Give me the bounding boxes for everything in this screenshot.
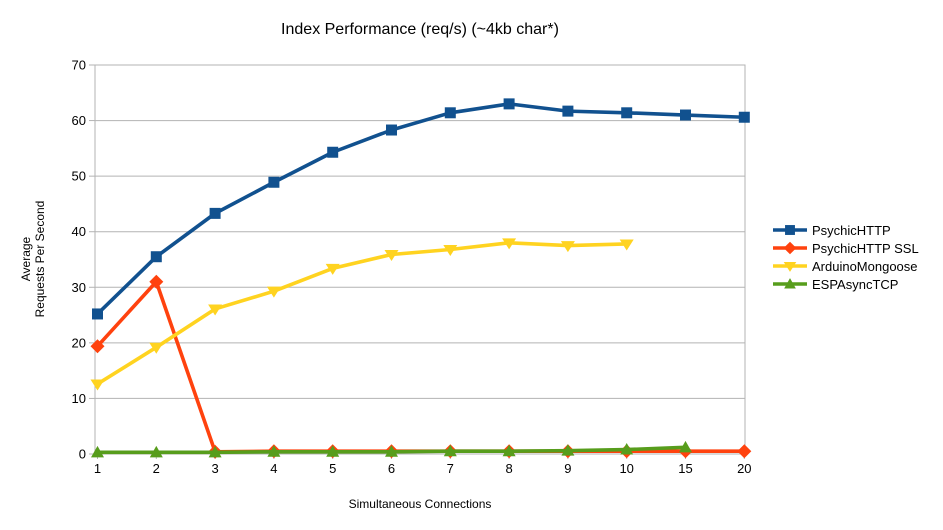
- series-marker-square: [738, 111, 750, 123]
- x-tick-label: 5: [329, 461, 336, 476]
- legend-item: PsychicHTTP SSL: [773, 240, 919, 256]
- series-marker-triangle-up: [679, 440, 692, 453]
- series-marker-triangle-up: [443, 444, 457, 457]
- y-tick-label: 70: [72, 58, 86, 73]
- y-tick-label: 60: [72, 113, 86, 128]
- x-axis-title: Simultaneous Connections: [348, 497, 492, 511]
- legend-item: ESPAsyncTCP: [773, 276, 919, 292]
- legend-swatch-diamond-icon: [773, 241, 807, 255]
- series-marker-diamond: [90, 339, 105, 354]
- series-marker-square: [562, 105, 574, 117]
- x-tick-label: 15: [678, 461, 692, 476]
- series-marker-square: [621, 107, 633, 119]
- series-marker-triangle-down: [90, 379, 105, 391]
- y-tick-label: 0: [79, 447, 86, 462]
- y-axis-title-line1: Average: [19, 236, 33, 282]
- x-tick-label: 2: [153, 461, 160, 476]
- series-marker-square: [386, 124, 397, 136]
- series-marker-triangle-down: [560, 241, 575, 253]
- y-tick-label: 10: [72, 391, 86, 406]
- legend-swatch-triangle-up-icon: [773, 278, 807, 289]
- legend-swatch-square-icon: [773, 225, 807, 235]
- series-marker-triangle-up: [326, 445, 340, 457]
- series-marker-triangle-up: [149, 445, 163, 458]
- series-marker-triangle-down: [619, 239, 634, 251]
- plot-border: [94, 64, 746, 455]
- series-marker-triangle-up: [561, 444, 575, 456]
- legend-swatch-triangle-down-icon: [773, 261, 807, 272]
- series-marker-diamond: [149, 274, 164, 289]
- series-marker-diamond: [737, 444, 752, 459]
- series-marker-square: [503, 98, 515, 110]
- series-marker-triangle-up: [208, 445, 222, 458]
- series-marker-square: [268, 176, 280, 188]
- series-line-ArduinoMongoose: [95, 241, 629, 386]
- series-marker-triangle-down: [208, 304, 223, 316]
- x-tick-label: 3: [211, 461, 218, 476]
- y-tick-label: 50: [72, 169, 86, 184]
- x-tick-label: 10: [619, 461, 633, 476]
- x-tick-label: 7: [447, 461, 454, 476]
- y-tick-label: 20: [72, 335, 86, 350]
- x-tick-label: 1: [94, 461, 101, 476]
- x-tick-label: 6: [388, 461, 395, 476]
- series-marker-triangle-down: [443, 244, 458, 256]
- y-tick-label: 40: [72, 224, 86, 239]
- legend-item: PsychicHTTP: [773, 222, 919, 238]
- series-marker-triangle-up: [91, 445, 104, 458]
- series-marker-triangle-up: [385, 445, 398, 457]
- series-line-PsychicHTTP SSL: [95, 279, 747, 454]
- series-marker-triangle-down: [266, 286, 281, 298]
- series-marker-square: [92, 308, 103, 320]
- x-tick-label: 8: [505, 461, 512, 476]
- series-marker-triangle-up: [267, 445, 281, 457]
- legend-label: ArduinoMongoose: [812, 258, 918, 274]
- y-axis-title-line2: Requests Per Second: [33, 200, 47, 318]
- legend-label: PsychicHTTP: [812, 222, 891, 238]
- series-marker-square: [444, 107, 456, 119]
- y-tick-label: 30: [72, 280, 86, 295]
- series-marker-triangle-down: [149, 342, 164, 354]
- x-tick-label: 9: [564, 461, 571, 476]
- series-marker-square: [327, 146, 339, 158]
- legend-item: ArduinoMongoose: [773, 258, 919, 274]
- series-marker-square: [209, 207, 221, 219]
- series-marker-square: [680, 109, 691, 121]
- x-tick-label: 20: [737, 461, 751, 476]
- series-marker-triangle-up: [502, 444, 516, 457]
- legend-label: ESPAsyncTCP: [812, 276, 899, 292]
- series-marker-square: [150, 251, 162, 263]
- legend: PsychicHTTP PsychicHTTP SSL ArduinoMongo…: [773, 222, 919, 292]
- legend-label: PsychicHTTP SSL: [812, 240, 919, 256]
- chart-title: Index Performance (req/s) (~4kb char*): [281, 21, 559, 38]
- series-marker-triangle-down: [384, 249, 399, 261]
- series-line-PsychicHTTP: [95, 102, 747, 316]
- series-marker-triangle-down: [325, 263, 340, 275]
- series-marker-triangle-down: [502, 238, 517, 250]
- y-axis-title: Average Requests Per Second: [19, 179, 47, 339]
- series-marker-triangle-up: [620, 443, 634, 455]
- x-tick-label: 4: [270, 461, 277, 476]
